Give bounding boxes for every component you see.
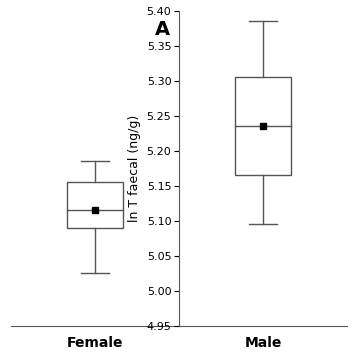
Y-axis label: ln T faecal (ng/g): ln T faecal (ng/g)	[128, 115, 141, 222]
Bar	[67, 182, 123, 228]
Bar	[235, 77, 291, 175]
Text: A: A	[155, 20, 170, 39]
